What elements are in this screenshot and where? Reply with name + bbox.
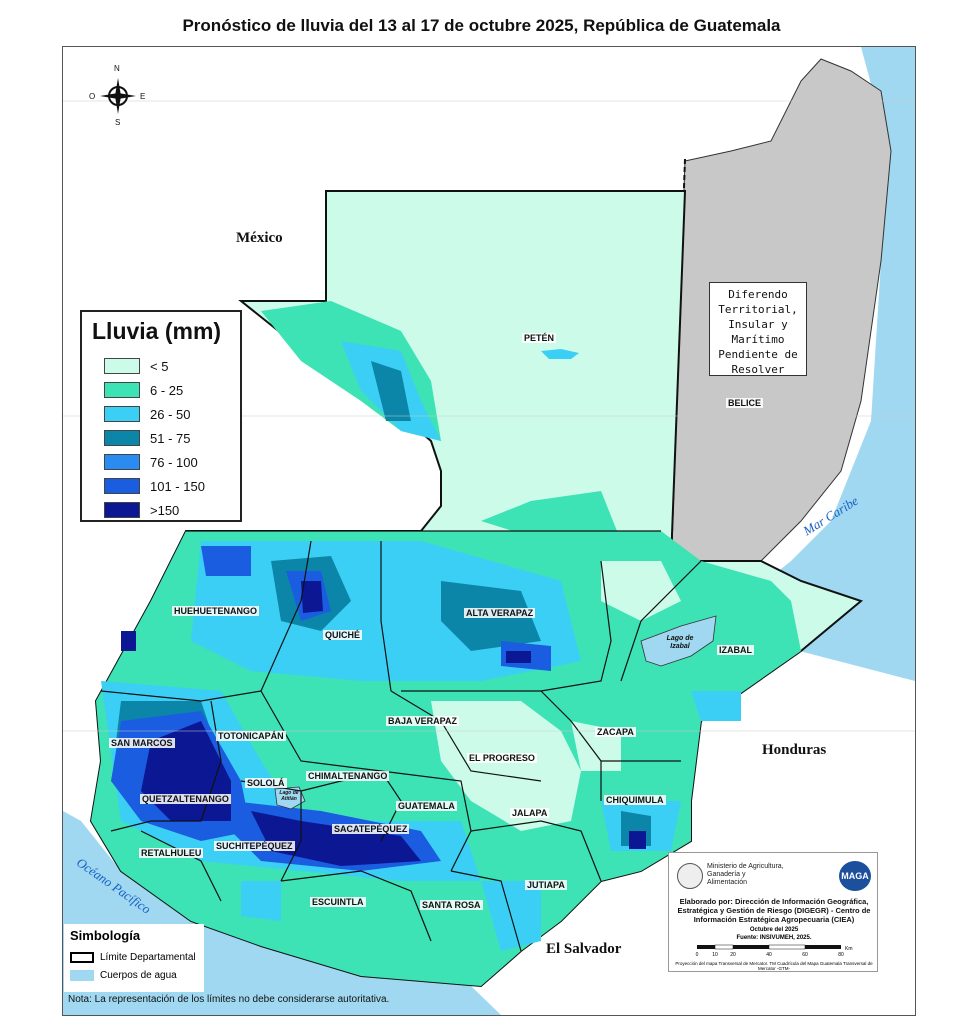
department-label: ESCUINTLA: [310, 897, 366, 907]
ministry-name: Ministerio de Agricultura, Ganadería y A…: [707, 863, 784, 886]
department-label: QUETZALTENANGO: [140, 794, 231, 804]
department-label: ALTA VERAPAZ: [464, 608, 536, 618]
limite-swatch: [70, 952, 94, 963]
department-label: SANTA ROSA: [420, 900, 483, 910]
department-label: TOTONICAPÁN: [216, 731, 286, 741]
country-mexico: México: [236, 230, 283, 246]
scale-tick-label: 60: [802, 952, 808, 958]
country-honduras: Honduras: [762, 742, 827, 758]
department-label: JALAPA: [510, 808, 550, 818]
legend-swatch: [104, 454, 140, 470]
legend-label: < 5: [150, 359, 169, 374]
department-boundaries: [100, 530, 702, 952]
lake-izabal: [640, 615, 717, 667]
scale-unit: Km: [845, 946, 853, 952]
compass-o: O: [89, 92, 96, 101]
scale-tick-label: 20: [730, 952, 736, 958]
compass-s: S: [115, 118, 121, 127]
symbology-agua-label: Cuerpos de agua: [100, 970, 177, 982]
symbology-limite-row: Límite Departamental: [70, 952, 196, 963]
rain-under-5-south: [431, 561, 681, 831]
diferendo-note: Diferendo Territorial, Insular y Marítim…: [709, 282, 807, 376]
compass-e: E: [140, 92, 146, 101]
scale-tick-label: 80: [838, 952, 844, 958]
label-lago-izabal: Lago de Izabal: [666, 635, 694, 650]
department-label: BAJA VERAPAZ: [386, 716, 460, 726]
legend-swatch: [104, 478, 140, 494]
legend-label: 51 - 75: [150, 431, 191, 446]
scale-tick-label: 10: [712, 952, 718, 958]
map-title: Pronóstico de lluvia del 13 al 17 de oct…: [182, 16, 781, 35]
legend-swatch: [104, 358, 140, 374]
department-label: IZABAL: [717, 645, 754, 655]
legend-label: 101 - 150: [150, 479, 205, 494]
legend-swatch: [104, 502, 140, 518]
disclaimer-note: Nota: La representación de los límites n…: [68, 994, 390, 1005]
elaborado-por: Elaborado por: Dirección de Información …: [677, 897, 871, 924]
scale-tick-label: 0: [696, 952, 699, 958]
credits-box: Ministerio de Agricultura, Ganadería y A…: [668, 852, 878, 972]
department-label: SACATEPÉQUEZ: [332, 824, 410, 834]
department-label: PETÉN: [522, 333, 557, 343]
compass-n: N: [114, 64, 120, 73]
maga-logo: MAGA: [839, 861, 871, 891]
legend-label: 26 - 50: [150, 407, 191, 422]
department-label: SOLOLÁ: [245, 778, 287, 788]
department-label: EL PROGRESO: [467, 753, 537, 763]
legend-title: Lluvia (mm): [92, 318, 222, 344]
department-label: SAN MARCOS: [109, 738, 175, 748]
department-label: SUCHITEPÉQUEZ: [214, 841, 295, 851]
caribbean-sea: [741, 47, 915, 681]
lake-peten-itza: [541, 349, 579, 359]
compass-rose-icon: [100, 78, 136, 114]
legend-swatch: [104, 406, 140, 422]
guatemala-seal-icon: [677, 863, 703, 889]
credits-source: Fuente: INSIVUMEH, 2025.: [736, 935, 812, 941]
department-label: HUEHUETENANGO: [172, 606, 260, 616]
department-label: RETALHULEU: [139, 848, 204, 858]
department-label: QUICHÉ: [323, 630, 363, 640]
scale-tick-label: 40: [766, 952, 772, 958]
symbology-agua-row: Cuerpos de agua: [70, 970, 177, 981]
department-label: JUTIAPA: [525, 880, 567, 890]
legend-label: 6 - 25: [150, 383, 184, 398]
department-label: ZACAPA: [595, 727, 636, 737]
label-belice: BELICE: [726, 398, 764, 408]
department-label: CHIMALTENANGO: [306, 771, 390, 781]
rain-legend: Lluvia (mm) < 5 6 - 25 26 - 50 51 - 75 76 - …: [80, 310, 242, 522]
legend-label: >150: [150, 503, 180, 518]
credits-date: Octubre del 2025: [749, 927, 799, 933]
symbology-title: Simbología: [70, 928, 141, 943]
agua-swatch: [70, 970, 94, 981]
label-lago-atitlan: Lago de Atitlán: [279, 790, 299, 802]
symbology-box: Simbología Límite Departamental Cuerpos …: [64, 924, 204, 992]
department-label: CHIQUIMULA: [604, 795, 666, 805]
legend-swatch: [104, 430, 140, 446]
legend-label: 76 - 100: [150, 455, 198, 470]
country-el-salvador: El Salvador: [546, 941, 622, 957]
department-label: GUATEMALA: [396, 801, 457, 811]
lake-atitlan: [274, 786, 306, 810]
legend-swatch: [104, 382, 140, 398]
projection-note: Proyección del mapa Transversal de Merca…: [675, 961, 873, 971]
symbology-limite-label: Límite Departamental: [100, 952, 196, 964]
